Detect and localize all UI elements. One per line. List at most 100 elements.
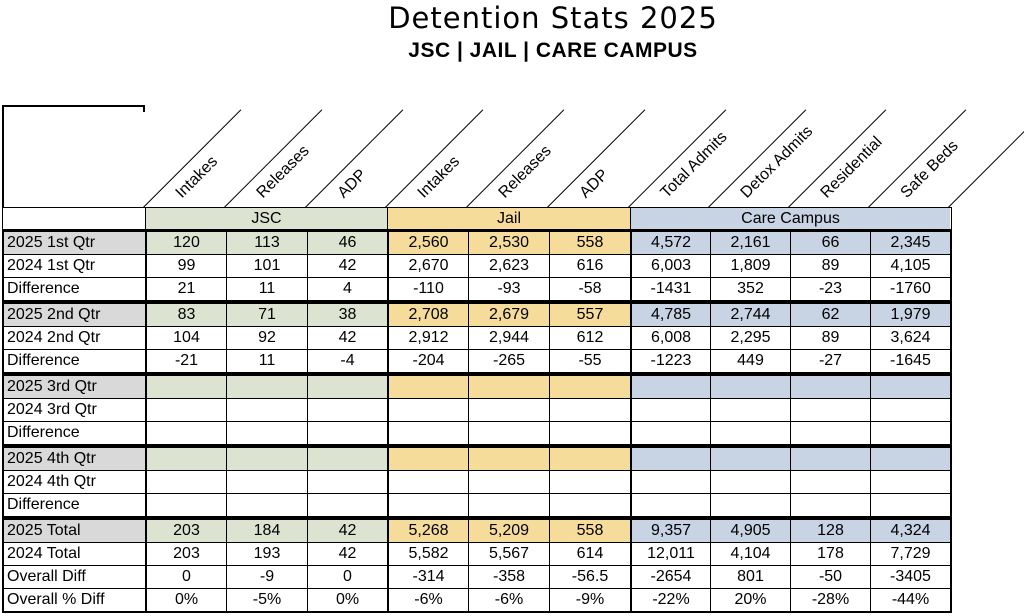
value-cell: 46 [307, 232, 387, 254]
value-cell [790, 422, 870, 444]
block-quarter-3: 2025 3rd Qtr 2024 3rd Qtr Difference [2, 374, 952, 446]
value-cell: 92 [226, 327, 307, 349]
value-cell: 2,623 [468, 255, 549, 277]
group-header-care-campus: Care Campus [630, 208, 950, 229]
value-cell: 0% [307, 589, 387, 611]
row-label: 2025 Total [4, 520, 145, 542]
value-cell: 83 [145, 304, 226, 326]
value-cell [226, 399, 307, 421]
value-cell: 66 [790, 232, 870, 254]
block-quarter-1: 2025 1st Qtr 120 113 46 2,560 2,530 558 4,572 2,… [2, 230, 952, 302]
value-cell: -23 [790, 278, 870, 300]
value-cell [630, 448, 710, 470]
value-cell: -6% [468, 589, 549, 611]
corner-cell-stub [143, 105, 145, 112]
row-label: 2025 3rd Qtr [4, 376, 145, 398]
value-cell [145, 494, 226, 516]
value-cell: 5,582 [387, 543, 468, 565]
value-cell: -358 [468, 566, 549, 588]
value-cell: 4,785 [630, 304, 710, 326]
value-cell [307, 422, 387, 444]
value-cell [387, 448, 468, 470]
value-cell: 6,008 [630, 327, 710, 349]
value-cell [790, 376, 870, 398]
row-label: Difference [7, 424, 80, 441]
value-cell: 1,979 [870, 304, 950, 326]
value-cell [870, 494, 950, 516]
value-cell: -1223 [630, 350, 710, 372]
value-cell: -2654 [630, 566, 710, 588]
value-cell: 2,679 [468, 304, 549, 326]
row-label: 2025 1st Qtr [4, 232, 145, 254]
value-cell: 2,345 [870, 232, 950, 254]
value-cell: 113 [226, 232, 307, 254]
value-cell [468, 494, 549, 516]
column-header-safe-beds: Safe Beds [897, 137, 962, 202]
value-cell [387, 399, 468, 421]
page-title: Detention Stats 2025 [388, 1, 718, 35]
value-cell [145, 422, 226, 444]
value-cell: -5% [226, 589, 307, 611]
value-cell [226, 448, 307, 470]
table-body: 2025 1st Qtr 120 113 46 2,560 2,530 558 4,572 2,… [2, 230, 952, 613]
corner-cell [2, 105, 143, 207]
row-label: Difference [7, 280, 80, 297]
row-label: 2024 4th Qtr [7, 473, 96, 490]
value-cell: 558 [549, 232, 630, 254]
value-cell: -1760 [870, 278, 950, 300]
value-cell [226, 471, 307, 493]
diagonal-header-zone: Intakes Releases ADP Intakes Releases ADP Tota… [2, 105, 1024, 208]
value-cell [468, 422, 549, 444]
value-cell: -55 [549, 350, 630, 372]
column-header-releases: Releases [495, 142, 555, 202]
value-cell: 1,809 [710, 255, 790, 277]
value-cell: 4,104 [710, 543, 790, 565]
value-cell: 2,530 [468, 232, 549, 254]
value-cell: 4,105 [870, 255, 950, 277]
value-cell [387, 422, 468, 444]
value-cell: 193 [226, 543, 307, 565]
value-cell: 2,744 [710, 304, 790, 326]
value-cell [307, 376, 387, 398]
value-cell [549, 448, 630, 470]
value-cell: 2,944 [468, 327, 549, 349]
value-cell: 2,670 [387, 255, 468, 277]
value-cell [549, 494, 630, 516]
row-label: Difference [7, 352, 80, 369]
group-header-row: JSC Jail Care Campus [2, 207, 952, 230]
table-row: 2025 1st Qtr 120 113 46 2,560 2,530 558 4,572 2,… [4, 232, 950, 254]
value-cell: 6,003 [630, 255, 710, 277]
value-cell [630, 399, 710, 421]
value-cell [870, 448, 950, 470]
table-row: Overall % Diff 0% -5% 0% -6% -6% -9% -22% 20% -28… [4, 588, 950, 611]
value-cell: -3405 [870, 566, 950, 588]
value-cell: 20% [710, 589, 790, 611]
table-row: 2024 2nd Qtr 104 92 42 2,912 2,944 612 6,008 2,2… [4, 326, 950, 349]
value-cell [145, 471, 226, 493]
value-cell: 184 [226, 520, 307, 542]
block-quarter-4: 2025 4th Qtr 2024 4th Qtr Difference [2, 446, 952, 518]
table-row: Difference -21 11 -4 -204 -265 -55 -1223 449 -27-… [4, 349, 950, 372]
value-cell [710, 448, 790, 470]
value-cell [549, 399, 630, 421]
value-cell: 5,567 [468, 543, 549, 565]
value-cell: -27 [790, 350, 870, 372]
page-header: Detention Stats 2025 JSC | JAIL | CARE C… [0, 2, 1024, 63]
value-cell: -44% [870, 589, 950, 611]
row-label: Overall Diff [7, 568, 86, 585]
value-cell [630, 422, 710, 444]
table-row: Difference [4, 493, 950, 516]
value-cell: 89 [790, 255, 870, 277]
value-cell [145, 399, 226, 421]
value-cell: -265 [468, 350, 549, 372]
value-cell: 101 [226, 255, 307, 277]
value-cell [226, 494, 307, 516]
value-cell: 2,295 [710, 327, 790, 349]
value-cell [870, 399, 950, 421]
value-cell: 4 [307, 278, 387, 300]
value-cell: 38 [307, 304, 387, 326]
value-cell [387, 494, 468, 516]
table-row: 2024 Total 203 193 42 5,582 5,567 614 12,011 4,1… [4, 542, 950, 565]
value-cell [710, 376, 790, 398]
value-cell [226, 376, 307, 398]
